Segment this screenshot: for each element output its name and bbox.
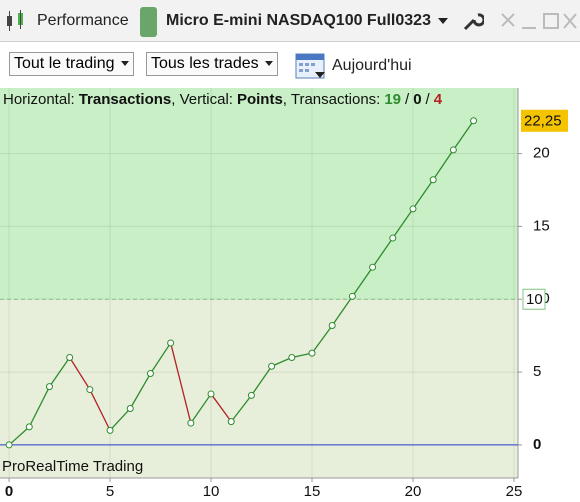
trades-select[interactable]: Tous les trades bbox=[146, 52, 278, 76]
calendar-icon[interactable] bbox=[295, 50, 327, 80]
x-tick-label: 10 bbox=[203, 483, 220, 500]
point bbox=[247, 391, 255, 399]
header-part: 4 bbox=[434, 91, 443, 108]
watermark: ProRealTime Trading bbox=[2, 458, 143, 475]
last-value-box bbox=[521, 109, 568, 132]
header-part: , Transactions: bbox=[283, 91, 381, 108]
point bbox=[268, 362, 276, 370]
header-part: / bbox=[405, 91, 410, 108]
reference-label: 10 bbox=[526, 291, 543, 308]
line-segment bbox=[8, 426, 30, 446]
candles-icon bbox=[7, 10, 23, 31]
reference-label-box bbox=[522, 288, 546, 310]
line-segment bbox=[412, 179, 434, 210]
point bbox=[308, 349, 316, 357]
line-segment bbox=[170, 342, 192, 424]
line-segment bbox=[69, 357, 91, 390]
point bbox=[449, 146, 457, 154]
point bbox=[45, 383, 53, 391]
line-segment bbox=[129, 373, 152, 409]
line-segment bbox=[372, 237, 394, 268]
line-segment bbox=[250, 365, 273, 396]
line-segment bbox=[230, 394, 252, 423]
header-part: , Vertical: bbox=[171, 91, 233, 108]
point bbox=[146, 370, 154, 378]
line-segment bbox=[190, 393, 212, 424]
chart-header: Horizontal: Transactions, Vertical: Points… bbox=[3, 91, 443, 108]
x-tick-label: 5 bbox=[106, 483, 114, 500]
point bbox=[288, 354, 296, 362]
lower-zone bbox=[0, 299, 518, 478]
upper-zone bbox=[0, 88, 518, 300]
point bbox=[5, 441, 13, 449]
y-tick-label: 15 bbox=[533, 217, 550, 234]
point bbox=[106, 426, 114, 434]
x-tick-label: 15 bbox=[304, 483, 321, 500]
filter-bar: Tout le trading Tous les trades Aujourd'… bbox=[0, 42, 580, 88]
line-segment bbox=[331, 295, 353, 326]
dropdown-arrow[interactable] bbox=[438, 18, 448, 26]
line-segment bbox=[311, 325, 333, 354]
link-icon[interactable] bbox=[140, 7, 157, 37]
instrument[interactable]: Micro E-mini NASDAQ100 Full0323 bbox=[166, 12, 431, 29]
line-segment bbox=[28, 386, 51, 428]
wrench-icon[interactable] bbox=[462, 10, 484, 32]
header-part: Points bbox=[237, 91, 283, 108]
point bbox=[167, 339, 175, 347]
point bbox=[429, 176, 437, 184]
line-segment bbox=[109, 408, 131, 431]
chart: 05101520051015202510Horizontal:Transacti… bbox=[0, 88, 580, 502]
point bbox=[66, 354, 74, 362]
point bbox=[86, 386, 94, 394]
line-segment bbox=[89, 389, 111, 431]
header-part: / bbox=[426, 91, 431, 108]
y-tick-label: 0 bbox=[533, 436, 541, 453]
x-tick-label: 25 bbox=[506, 483, 523, 500]
y-tick-label: 5 bbox=[533, 363, 541, 380]
header-part: 19 bbox=[384, 91, 401, 108]
point bbox=[227, 418, 235, 426]
line-segment bbox=[48, 357, 71, 388]
point bbox=[409, 205, 417, 213]
line-segment bbox=[392, 208, 414, 239]
line-segment bbox=[452, 120, 475, 151]
x-tick-label: 20 bbox=[405, 483, 422, 500]
point bbox=[328, 321, 336, 329]
window-controls[interactable] bbox=[500, 10, 578, 32]
point bbox=[187, 419, 195, 427]
line-segment bbox=[351, 266, 374, 297]
toolbar: Performance Micro E-mini NASDAQ100 Full0… bbox=[0, 0, 580, 42]
scope-select[interactable]: Tout le trading bbox=[9, 52, 134, 76]
tab-title[interactable]: Performance bbox=[37, 12, 129, 29]
line-segment bbox=[271, 356, 293, 367]
x-tick-label: 0 bbox=[5, 483, 13, 500]
header-part: 0 bbox=[413, 91, 421, 108]
point bbox=[348, 292, 356, 300]
point bbox=[470, 117, 478, 125]
period-label[interactable]: Aujourd'hui bbox=[332, 57, 412, 74]
point bbox=[25, 423, 33, 431]
line-segment bbox=[149, 342, 172, 374]
x-axis-area bbox=[0, 478, 580, 502]
point bbox=[126, 405, 134, 413]
point bbox=[369, 263, 377, 271]
line-segment bbox=[432, 149, 454, 181]
header-part: Transactions bbox=[79, 91, 172, 108]
point bbox=[207, 390, 215, 398]
last-value-label: 22,25 bbox=[524, 113, 562, 130]
y-tick-label: 20 bbox=[533, 145, 550, 162]
line-segment bbox=[210, 393, 232, 423]
header-part: Horizontal: bbox=[3, 91, 75, 108]
point bbox=[389, 234, 397, 242]
